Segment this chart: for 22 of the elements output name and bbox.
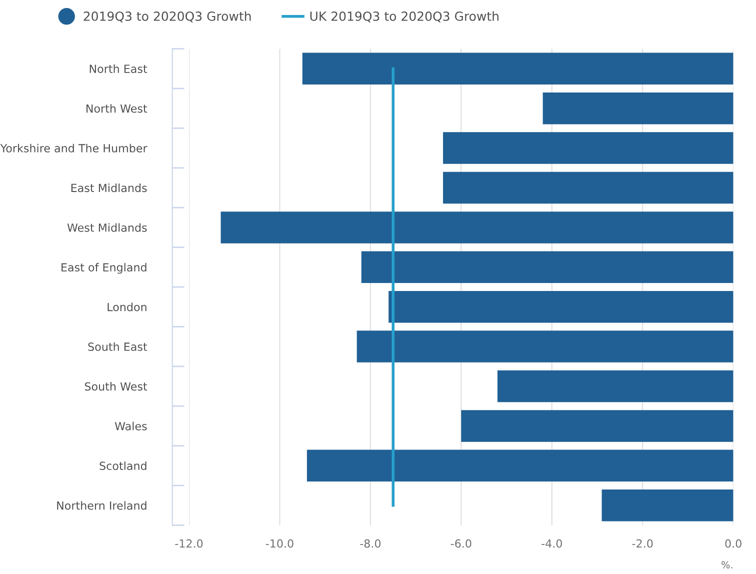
- y-tick-label: Yorkshire and The Humber: [0, 144, 148, 152]
- y-tick-label: North West: [86, 104, 148, 113]
- y-tick-label: West Midlands: [67, 223, 147, 232]
- x-tick-label: -12.0: [175, 539, 203, 548]
- x-axis-title: %.: [722, 561, 732, 568]
- y-tick-label: Northern Ireland: [57, 501, 146, 510]
- y-tick-label: Scotland: [100, 461, 146, 470]
- y-tick-label: East Midlands: [71, 184, 147, 192]
- y-tick-label: East of England: [62, 262, 146, 274]
- x-tick-label: -4.0: [542, 539, 562, 548]
- y-tick-label: London: [108, 302, 146, 312]
- y-tick-label: Wales: [114, 422, 147, 430]
- y-tick-label: South East: [88, 342, 148, 351]
- legend-label: UK 2019Q3 to 2020Q3 Growth: [310, 11, 498, 22]
- x-tick-label: -2.0: [632, 539, 653, 548]
- y-tick-label: North East: [90, 64, 148, 74]
- x-tick-label: -6.0: [450, 539, 472, 548]
- x-tick-label: -10.0: [266, 539, 294, 548]
- x-tick-label: -8.0: [360, 539, 381, 548]
- x-tick-label: 0.0: [725, 539, 742, 548]
- y-tick-label: South West: [84, 382, 148, 391]
- legend-label: 2019Q3 to 2020Q3 Growth: [84, 11, 251, 22]
